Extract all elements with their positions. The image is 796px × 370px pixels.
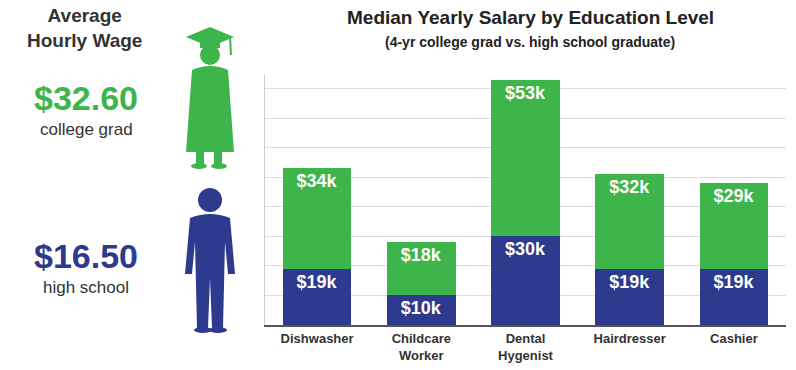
svg-text:college grad: college grad xyxy=(40,120,133,139)
svg-text:$34k: $34k xyxy=(297,171,338,191)
svg-text:$32k: $32k xyxy=(609,177,650,197)
svg-text:high school: high school xyxy=(43,278,129,297)
svg-text:Hairdresser: Hairdresser xyxy=(594,331,666,346)
svg-text:$32.60: $32.60 xyxy=(34,79,138,117)
svg-text:$19k: $19k xyxy=(713,272,754,292)
svg-text:$10k: $10k xyxy=(401,298,442,318)
svg-text:AverageHourly Wage: AverageHourly Wage xyxy=(27,5,142,51)
svg-text:$53k: $53k xyxy=(505,83,546,103)
svg-text:$16.50: $16.50 xyxy=(34,237,138,275)
svg-text:$29k: $29k xyxy=(713,186,754,206)
svg-text:(4-yr college grad vs. high sc: (4-yr college grad vs. high school gradu… xyxy=(385,34,675,50)
svg-text:DentalHygenist: DentalHygenist xyxy=(498,331,554,363)
svg-text:$19k: $19k xyxy=(297,272,338,292)
svg-text:$18k: $18k xyxy=(401,245,442,265)
svg-text:Cashier: Cashier xyxy=(710,331,758,346)
svg-text:ChildcareWorker: ChildcareWorker xyxy=(392,331,451,363)
svg-text:$30k: $30k xyxy=(505,239,546,259)
svg-text:$19k: $19k xyxy=(609,272,650,292)
svg-text:Dishwasher: Dishwasher xyxy=(281,331,354,346)
svg-text:Median Yearly Salary by Educat: Median Yearly Salary by Education Level xyxy=(347,7,714,28)
